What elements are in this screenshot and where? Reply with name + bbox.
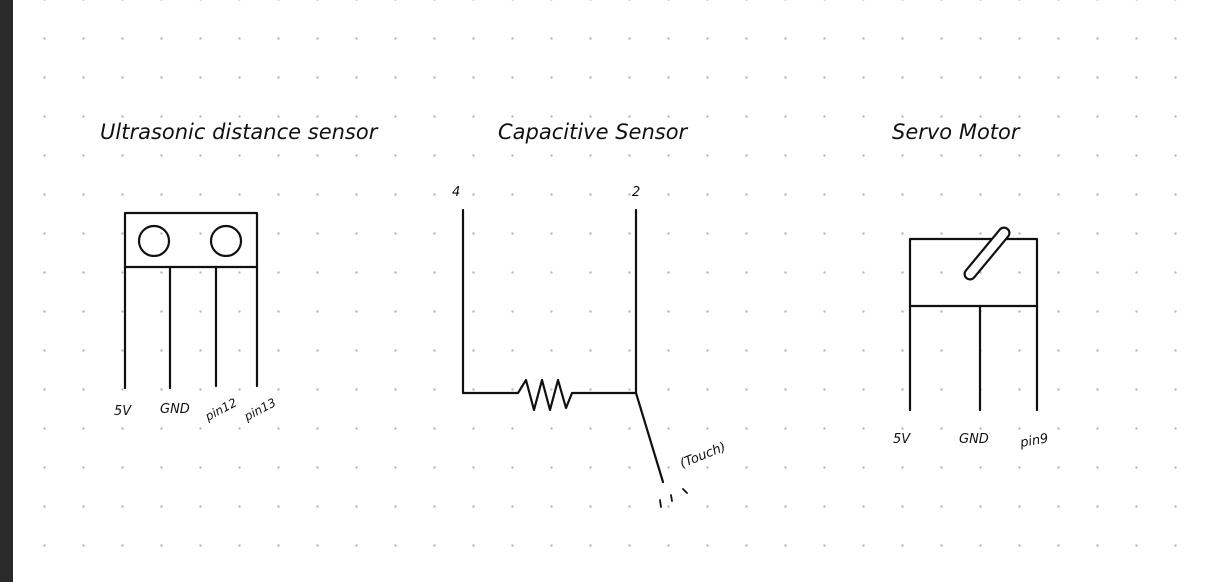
ultrasonic-label-5v: 5V — [114, 404, 132, 419]
left-panel-edge — [0, 0, 13, 582]
servo-label-5v: 5V — [893, 432, 911, 447]
servo-motor-group: Servo Motor 5V GND pin9 — [892, 120, 1050, 451]
dotted-canvas[interactable] — [13, 0, 1208, 582]
ultrasonic-title: Ultrasonic distance sensor — [100, 120, 379, 144]
servo-body — [908, 237, 1039, 308]
touch-antenna-marks — [659, 488, 688, 508]
servo-title: Servo Motor — [892, 120, 1021, 144]
ultrasonic-label-gnd: GND — [160, 402, 190, 417]
ultrasonic-sensor-group: Ultrasonic distance sensor 5V GND pin12 … — [100, 120, 379, 424]
touch-wire — [634, 391, 665, 484]
ultrasonic-body — [123, 211, 259, 269]
capacitive-pin-2-label: 2 — [632, 185, 640, 200]
touch-label: (Touch) — [678, 440, 728, 472]
capacitive-title: Capacitive Sensor — [498, 120, 689, 144]
resistor-symbol — [461, 378, 638, 412]
capacitive-sensor-group: Capacitive Sensor 4 2 (Touch) — [452, 120, 728, 508]
capacitive-pin-4-label: 4 — [452, 185, 460, 200]
ultrasonic-label-pin12: pin12 — [202, 395, 239, 424]
ultrasonic-label-pin13: pin13 — [241, 395, 278, 424]
servo-horn-icon — [963, 226, 1011, 281]
ultrasonic-transducer-right — [209, 224, 243, 258]
servo-label-pin9: pin9 — [1018, 431, 1050, 451]
servo-label-gnd: GND — [959, 432, 989, 447]
ultrasonic-transducer-left — [137, 224, 171, 258]
